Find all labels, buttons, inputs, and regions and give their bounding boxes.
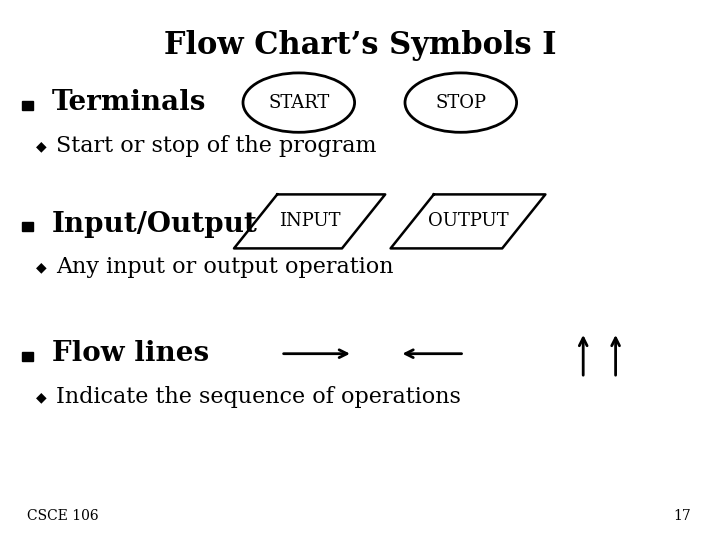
- Text: Any input or output operation: Any input or output operation: [56, 256, 394, 278]
- Text: ◆: ◆: [37, 390, 47, 404]
- Text: Terminals: Terminals: [52, 89, 206, 116]
- Text: CSCE 106: CSCE 106: [27, 509, 99, 523]
- Text: ◆: ◆: [37, 260, 47, 274]
- Text: OUTPUT: OUTPUT: [428, 212, 508, 231]
- Text: ◆: ◆: [37, 139, 47, 153]
- Text: START: START: [268, 93, 330, 112]
- Text: Indicate the sequence of operations: Indicate the sequence of operations: [56, 386, 461, 408]
- Text: STOP: STOP: [436, 93, 486, 112]
- Text: INPUT: INPUT: [279, 212, 341, 231]
- Bar: [22, 222, 33, 231]
- Text: Start or stop of the program: Start or stop of the program: [56, 135, 377, 157]
- Text: 17: 17: [673, 509, 691, 523]
- Bar: [22, 101, 33, 110]
- Text: Flow lines: Flow lines: [52, 340, 209, 367]
- Text: Flow Chart’s Symbols I: Flow Chart’s Symbols I: [163, 30, 557, 62]
- Bar: [22, 352, 33, 361]
- Text: Input/Output: Input/Output: [52, 211, 258, 238]
